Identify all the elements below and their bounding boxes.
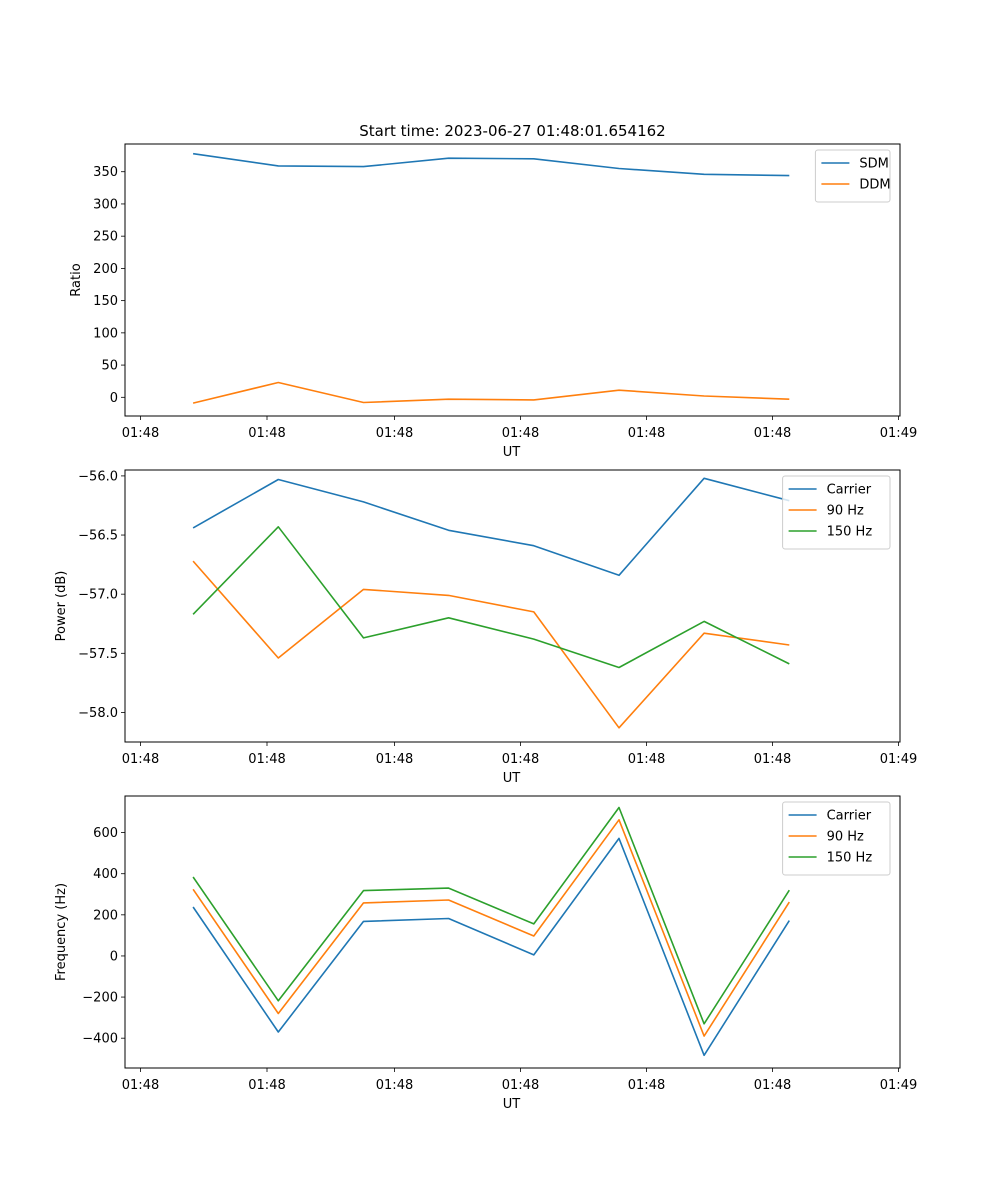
y-tick-label: 400	[93, 867, 118, 882]
y-tick-label: 250	[93, 230, 118, 245]
x-tick-label: 01:48	[502, 752, 539, 767]
x-tick-label: 01:49	[880, 752, 917, 767]
subplot-1: 0 50 100 150 200 250 300 350 01:48 01:48 01:48 01:4…	[69, 122, 917, 460]
legend: SDM DDM	[814, 149, 891, 203]
x-tick-label: 01:48	[754, 1078, 791, 1093]
y-tick-label: 0	[110, 949, 118, 964]
x-tick-label: 01:48	[122, 752, 159, 767]
x-tick-label: 01:48	[502, 1078, 539, 1093]
chart-title: Start time: 2023-06-27 01:48:01.654162	[359, 122, 665, 140]
x-tick-label: 01:49	[880, 1078, 917, 1093]
x-tick-label: 01:48	[754, 426, 791, 441]
y-tick-label: −400	[82, 1032, 118, 1047]
x-axis-label: UT	[503, 771, 521, 786]
y-tick-label: 350	[93, 165, 118, 180]
x-tick-label: 01:48	[248, 752, 285, 767]
series-line-carrier	[192, 837, 790, 1057]
x-tick-label: 01:48	[628, 1078, 665, 1093]
x-tick-label: 01:48	[248, 426, 285, 441]
y-tick-label: 200	[93, 262, 118, 277]
plot-frame	[124, 795, 901, 1069]
series-line-150-hz	[192, 525, 790, 669]
y-tick-label: −57.0	[78, 588, 118, 603]
y-tick-label: 50	[101, 359, 118, 374]
y-tick-label: −58.0	[78, 706, 118, 721]
legend-label: 90 Hz	[827, 504, 864, 519]
series-line-ddm	[192, 381, 790, 404]
legend: Carrier 90 Hz 150 Hz	[782, 475, 891, 550]
y-tick-label: 600	[93, 826, 118, 841]
plot-frame	[124, 469, 901, 743]
legend-label: 150 Hz	[827, 851, 873, 866]
series-line-150-hz	[192, 806, 790, 1025]
x-tick-label: 01:48	[376, 1078, 413, 1093]
subplot-3: −400 −200 0 200 400 600 01:48 01:48 01:48 01:48 01…	[54, 795, 917, 1112]
y-tick-label: −57.5	[78, 647, 118, 662]
series-line-sdm	[192, 152, 790, 177]
x-tick-label: 01:48	[248, 1078, 285, 1093]
y-tick-label: 150	[93, 294, 118, 309]
y-axis-label: Power (dB)	[54, 571, 69, 642]
plot-frame	[124, 143, 901, 417]
legend-label: SDM	[859, 157, 888, 172]
subplot-2: −58.0 −57.5 −57.0 −56.5 −56.0 01:48 01:48 01:48…	[54, 469, 917, 786]
y-tick-label: −200	[82, 991, 118, 1006]
y-axis-label: Ratio	[69, 263, 84, 296]
legend-label: 150 Hz	[827, 525, 873, 540]
series-line-90-hz	[192, 818, 790, 1037]
y-tick-label: 200	[93, 908, 118, 923]
x-axis-label: UT	[503, 1097, 521, 1112]
legend-label: DDM	[859, 178, 890, 193]
y-tick-label: 100	[93, 326, 118, 341]
x-tick-label: 01:48	[122, 1078, 159, 1093]
legend: Carrier 90 Hz 150 Hz	[782, 801, 891, 876]
legend-label: Carrier	[827, 809, 872, 824]
x-tick-label: 01:48	[628, 752, 665, 767]
x-tick-label: 01:48	[628, 426, 665, 441]
y-tick-label: 0	[110, 391, 118, 406]
legend-label: 90 Hz	[827, 830, 864, 845]
series-line-90-hz	[192, 560, 790, 729]
x-tick-label: 01:48	[376, 426, 413, 441]
y-axis-label: Frequency (Hz)	[54, 883, 69, 981]
y-tick-label: −56.5	[78, 529, 118, 544]
x-tick-label: 01:48	[122, 426, 159, 441]
x-tick-label: 01:49	[880, 426, 917, 441]
x-tick-label: 01:48	[376, 752, 413, 767]
series-line-carrier	[192, 477, 790, 577]
y-tick-label: 300	[93, 197, 118, 212]
x-axis-label: UT	[503, 445, 521, 460]
x-tick-label: 01:48	[754, 752, 791, 767]
legend-label: Carrier	[827, 483, 872, 498]
x-tick-label: 01:48	[502, 426, 539, 441]
y-tick-label: −56.0	[78, 469, 118, 484]
